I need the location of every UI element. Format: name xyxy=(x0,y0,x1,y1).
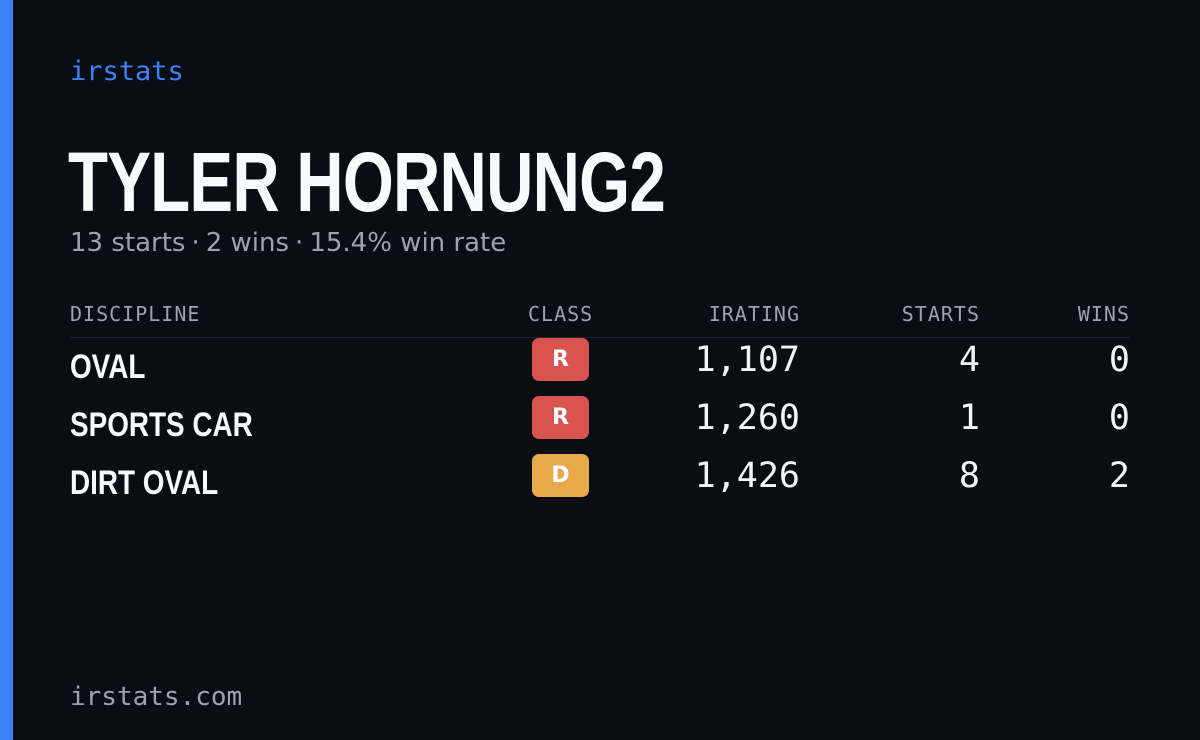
table-header: DISCIPLINE CLASS IRATING STARTS WINS xyxy=(70,298,1130,338)
summary-separator: · xyxy=(295,228,304,258)
driver-summary: 13 starts · 2 wins · 15.4% win rate xyxy=(70,228,506,258)
class-badge: R xyxy=(532,396,589,439)
driver-name: TYLER HORNUNG2 xyxy=(68,135,666,229)
header-irating: IRATING xyxy=(708,302,800,326)
discipline-table: DISCIPLINE CLASS IRATING STARTS WINS OVA… xyxy=(70,298,1130,512)
discipline-name: OVAL xyxy=(70,348,146,386)
table-row: SPORTS CAR R 1,260 1 0 xyxy=(70,396,1130,454)
starts-summary: 13 starts xyxy=(70,228,186,258)
footer-url[interactable]: irstats.com xyxy=(70,682,243,712)
irating-value: 1,260 xyxy=(694,398,800,438)
header-starts: STARTS xyxy=(901,302,980,326)
header-discipline: DISCIPLINE xyxy=(70,302,201,326)
brand-logo-text[interactable]: irstats xyxy=(70,56,184,87)
class-badge: R xyxy=(532,338,589,381)
wins-value: 0 xyxy=(1108,340,1130,380)
class-badge: D xyxy=(532,454,589,497)
table-row: DIRT OVAL D 1,426 8 2 xyxy=(70,454,1130,512)
table-row: OVAL R 1,107 4 0 xyxy=(70,338,1130,396)
discipline-name: DIRT OVAL xyxy=(70,464,219,502)
irating-value: 1,426 xyxy=(694,456,800,496)
header-class: CLASS xyxy=(528,302,594,326)
wins-summary: 2 wins xyxy=(205,228,290,258)
win-rate-summary: 15.4% win rate xyxy=(309,228,507,258)
starts-value: 8 xyxy=(958,456,980,496)
irating-value: 1,107 xyxy=(694,340,800,380)
discipline-name: SPORTS CAR xyxy=(70,406,253,444)
wins-value: 2 xyxy=(1108,456,1130,496)
starts-value: 1 xyxy=(958,398,980,438)
wins-value: 0 xyxy=(1108,398,1130,438)
header-wins: WINS xyxy=(1077,302,1130,326)
starts-value: 4 xyxy=(958,340,980,380)
accent-bar xyxy=(0,0,13,740)
summary-separator: · xyxy=(191,228,200,258)
